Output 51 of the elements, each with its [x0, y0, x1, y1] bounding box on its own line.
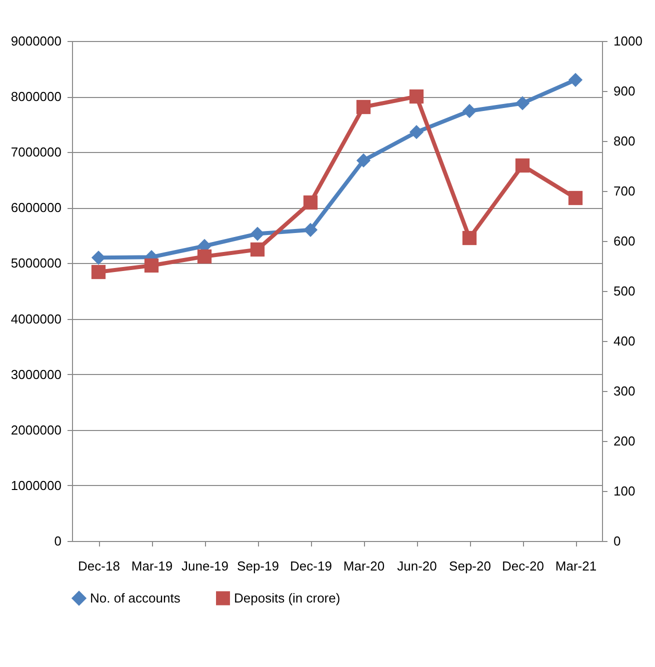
x-tick-label: Mar-20 — [343, 558, 385, 574]
point — [568, 72, 583, 87]
x-tick-label: Mar-21 — [555, 558, 597, 574]
point — [197, 249, 212, 264]
point — [356, 153, 371, 168]
legend-label: Deposits (in crore) — [234, 590, 340, 606]
point — [303, 195, 318, 210]
y-tick-label: 0 — [54, 534, 62, 548]
point — [409, 125, 424, 140]
y2-tick-label: 600 — [614, 234, 636, 248]
y2-tick-label: 500 — [614, 284, 636, 298]
point — [250, 242, 265, 257]
y-tick-label: 5000000 — [10, 256, 62, 271]
x-tick-label: Mar-19 — [131, 558, 173, 574]
point — [144, 258, 159, 273]
y2-tick-label: 400 — [614, 334, 636, 348]
y-tick-label: 1000000 — [10, 478, 62, 493]
point — [91, 264, 106, 280]
x-tick-label: Dec-20 — [502, 558, 544, 574]
point — [409, 89, 424, 104]
point — [462, 104, 477, 118]
point — [356, 100, 371, 114]
point — [303, 222, 318, 237]
y2-tick-label: 200 — [614, 434, 636, 448]
y-tick-label: 7000000 — [10, 144, 62, 160]
x-tick-label: Sep-20 — [449, 558, 491, 574]
y-tick-label: 6000000 — [10, 200, 62, 216]
x-tick-label: Dec-19 — [290, 558, 332, 574]
point — [91, 250, 106, 265]
point — [515, 158, 530, 173]
point — [568, 190, 583, 206]
y-tick-label: 4000000 — [10, 311, 62, 326]
legend-label: No. of accounts — [90, 590, 181, 606]
y-tick-label: 2000000 — [10, 422, 62, 438]
x-tick-label: Dec-18 — [78, 558, 120, 574]
x-tick-label: June-19 — [182, 558, 228, 574]
point — [515, 96, 530, 110]
y2-tick-label: 100 — [614, 484, 636, 498]
y2-tick-label: 0 — [614, 534, 621, 548]
y2-tick-label: 1000 — [614, 34, 642, 48]
point — [250, 226, 265, 241]
point — [462, 230, 477, 246]
y2-tick-label: 300 — [614, 384, 636, 398]
y2-tick-label: 800 — [614, 134, 636, 148]
y2-tick-label: 900 — [614, 84, 636, 98]
x-tick-label: Sep-19 — [237, 558, 279, 574]
x-tick-label: Jun-20 — [397, 558, 437, 574]
y-tick-label: 8000000 — [10, 89, 62, 104]
y2-tick-label: 700 — [614, 184, 636, 198]
y-tick-label: 9000000 — [10, 34, 62, 48]
y-tick-label: 3000000 — [10, 366, 62, 382]
